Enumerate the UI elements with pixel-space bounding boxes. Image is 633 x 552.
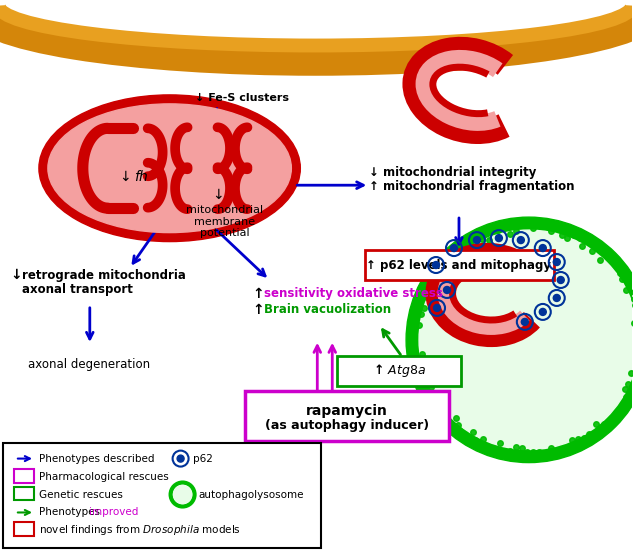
FancyBboxPatch shape bbox=[14, 469, 34, 482]
Text: ↑: ↑ bbox=[253, 287, 264, 301]
Text: ↑ p62 levels and mitophagy: ↑ p62 levels and mitophagy bbox=[367, 258, 551, 272]
Circle shape bbox=[419, 230, 633, 450]
Circle shape bbox=[473, 237, 480, 243]
Text: $\downarrow$$\it{fh}$: $\downarrow$$\it{fh}$ bbox=[116, 170, 149, 184]
Text: autophagolysosome: autophagolysosome bbox=[199, 490, 304, 500]
Text: Phenotypes: Phenotypes bbox=[39, 507, 103, 517]
Circle shape bbox=[517, 237, 524, 243]
Text: improved: improved bbox=[89, 507, 138, 517]
Circle shape bbox=[553, 294, 560, 301]
Circle shape bbox=[444, 286, 451, 294]
Circle shape bbox=[432, 262, 439, 268]
Circle shape bbox=[539, 309, 546, 315]
Circle shape bbox=[496, 235, 503, 242]
Circle shape bbox=[406, 217, 633, 463]
Text: ↑ mitochondrial fragmentation: ↑ mitochondrial fragmentation bbox=[369, 180, 575, 193]
FancyBboxPatch shape bbox=[337, 356, 461, 386]
Circle shape bbox=[557, 277, 564, 284]
Text: Brain vacuolization: Brain vacuolization bbox=[265, 304, 392, 316]
FancyBboxPatch shape bbox=[365, 250, 554, 280]
Text: novel findings from $\it{Drosophila}$ models: novel findings from $\it{Drosophila}$ mo… bbox=[39, 523, 241, 538]
Text: axonal degeneration: axonal degeneration bbox=[28, 358, 150, 371]
Circle shape bbox=[553, 258, 560, 266]
FancyBboxPatch shape bbox=[3, 443, 322, 548]
Circle shape bbox=[173, 486, 192, 503]
Text: ↑: ↑ bbox=[253, 303, 264, 317]
FancyBboxPatch shape bbox=[14, 522, 34, 537]
Text: axonal transport: axonal transport bbox=[22, 284, 133, 296]
Text: sensitivity oxidative stress: sensitivity oxidative stress bbox=[265, 288, 443, 300]
Text: ↑ $\it{Atg8a}$: ↑ $\it{Atg8a}$ bbox=[373, 362, 425, 379]
Ellipse shape bbox=[39, 95, 300, 242]
Text: p62: p62 bbox=[192, 454, 213, 464]
FancyBboxPatch shape bbox=[14, 486, 34, 501]
Text: Genetic rescues: Genetic rescues bbox=[39, 490, 123, 500]
Text: mitochondrial
membrane
potential: mitochondrial membrane potential bbox=[186, 205, 263, 238]
Text: retrograde mitochondria: retrograde mitochondria bbox=[22, 268, 186, 282]
Circle shape bbox=[451, 245, 458, 252]
Text: ↓ mitochondrial integrity: ↓ mitochondrial integrity bbox=[369, 166, 537, 179]
FancyBboxPatch shape bbox=[246, 391, 449, 440]
Ellipse shape bbox=[48, 104, 291, 232]
Text: rapamycin: rapamycin bbox=[306, 404, 388, 418]
Text: ↓: ↓ bbox=[211, 188, 223, 202]
Circle shape bbox=[434, 305, 441, 311]
Text: (as autophagy inducer): (as autophagy inducer) bbox=[265, 419, 429, 432]
Text: Phenotypes described: Phenotypes described bbox=[39, 454, 154, 464]
Circle shape bbox=[522, 319, 529, 325]
Circle shape bbox=[177, 455, 184, 462]
Circle shape bbox=[539, 245, 546, 252]
Text: ↓ Fe-S clusters: ↓ Fe-S clusters bbox=[194, 93, 289, 103]
Text: ↓: ↓ bbox=[10, 268, 22, 282]
Text: Pharmacological rescues: Pharmacological rescues bbox=[39, 471, 168, 481]
